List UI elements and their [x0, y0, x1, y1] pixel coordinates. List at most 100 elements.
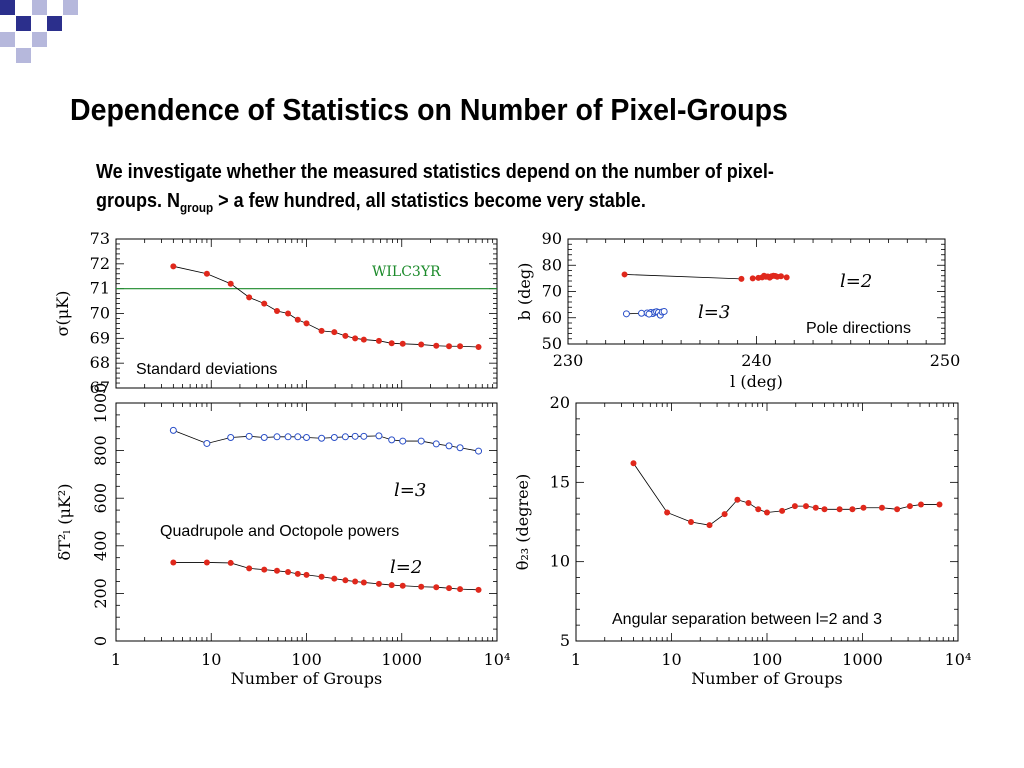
x-tick-label: 10: [661, 650, 681, 669]
data-point: [755, 274, 762, 281]
data-point: [654, 309, 662, 316]
data-point: [360, 432, 368, 440]
y-tick-label: 10: [550, 552, 570, 571]
data-point: [445, 442, 453, 450]
data-point: [433, 342, 440, 349]
x-axis-label: Number of Groups: [691, 669, 842, 688]
data-point: [638, 309, 646, 317]
data-point: [227, 559, 234, 566]
data-point: [456, 444, 464, 452]
y-tick-label: 800: [91, 435, 110, 466]
x-tick-label: 100: [752, 650, 783, 669]
wilc-label: WILC3YR: [372, 264, 441, 280]
data-point: [285, 310, 292, 317]
data-point: [203, 559, 210, 566]
deco-square-light: [0, 32, 15, 47]
data-point: [621, 271, 628, 278]
y-tick-label: 70: [542, 282, 562, 301]
data-point: [894, 506, 901, 513]
data-point: [245, 432, 253, 440]
series-label-l2: l=2: [390, 557, 422, 578]
data-point: [318, 327, 325, 334]
caption-background: [132, 355, 315, 379]
slide-body-text: We investigate whether the measured stat…: [96, 158, 834, 222]
data-point: [768, 273, 775, 280]
data-point: [645, 310, 653, 318]
data-point: [649, 310, 657, 318]
data-point: [745, 499, 752, 506]
data-point: [375, 432, 383, 440]
body-line-2-pre: groups. N: [96, 190, 181, 212]
series-line: [173, 562, 479, 591]
data-point: [318, 434, 326, 442]
data-point: [169, 426, 177, 434]
data-point: [759, 274, 766, 281]
y-tick-label: 71: [90, 279, 110, 298]
data-point: [738, 275, 745, 282]
deco-square-dark: [16, 16, 31, 31]
data-point: [764, 273, 771, 280]
data-point: [658, 308, 666, 316]
y-tick-label: 600: [91, 483, 110, 514]
x-tick-label: 1000: [842, 650, 883, 669]
data-point: [457, 343, 464, 350]
data-point: [660, 307, 668, 315]
data-point: [772, 273, 779, 280]
data-point: [755, 506, 762, 513]
data-point: [906, 503, 913, 510]
data-point: [352, 578, 359, 585]
data-point: [651, 308, 659, 316]
y-tick-label: 400: [91, 531, 110, 562]
data-point: [849, 506, 856, 513]
data-point: [388, 582, 395, 589]
data-point: [774, 273, 781, 280]
data-point: [475, 344, 482, 351]
data-point: [331, 329, 338, 336]
series-line: [626, 312, 642, 315]
data-point: [303, 571, 310, 578]
body-line-2-post: > a few hundred, all statistics become v…: [213, 190, 646, 212]
y-tick-label: 60: [542, 308, 562, 327]
data-point: [791, 503, 798, 510]
data-point: [330, 434, 338, 442]
data-point: [388, 340, 395, 347]
data-point: [352, 335, 359, 342]
data-point: [812, 504, 819, 511]
x-tick-label: 240: [741, 351, 772, 370]
y-tick-label: 68: [90, 353, 110, 372]
x-axis-label: l (deg): [730, 372, 783, 391]
data-point: [303, 434, 310, 442]
data-point: [261, 300, 268, 307]
x-tick-label: 100: [291, 650, 322, 669]
data-point: [294, 433, 302, 441]
data-point: [342, 577, 349, 584]
series-line: [624, 274, 742, 280]
data-point: [860, 504, 867, 511]
data-point: [762, 273, 769, 280]
data-point: [783, 274, 790, 281]
series-line: [173, 265, 479, 348]
data-point: [770, 272, 777, 279]
y-tick-label: 69: [90, 328, 110, 347]
data-point: [273, 433, 281, 441]
data-point: [375, 337, 382, 344]
data-point: [375, 580, 382, 587]
data-point: [351, 432, 359, 440]
data-point: [761, 272, 768, 279]
corner-decoration: [0, 0, 78, 63]
data-point: [749, 275, 756, 282]
data-point: [764, 509, 770, 516]
deco-square-light: [32, 32, 47, 47]
x-tick-label: 10⁴: [484, 650, 511, 669]
x-tick-label: 10: [201, 650, 221, 669]
caption-std: Standard deviations: [136, 361, 277, 378]
slide-title: Dependence of Statistics on Number of Pi…: [70, 92, 788, 127]
data-point: [630, 460, 637, 467]
deco-square-dark: [47, 16, 62, 31]
y-tick-label: 0: [91, 636, 110, 646]
data-point: [779, 507, 786, 514]
caption-power: Quadrupole and Octopole powers: [160, 523, 399, 540]
data-point: [294, 570, 301, 577]
chart-frame-std: [115, 238, 498, 389]
data-point: [706, 522, 713, 529]
